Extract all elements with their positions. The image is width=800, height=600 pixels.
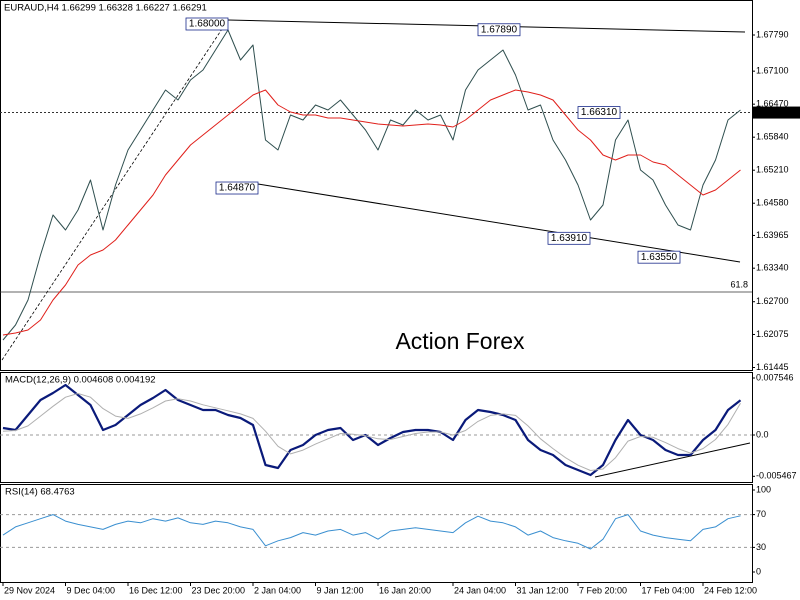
y-tick-label: 1.65210 bbox=[756, 165, 789, 175]
y-tick-label: 70 bbox=[756, 509, 766, 519]
x-tick-label: 2 Jan 04:00 bbox=[254, 585, 301, 595]
series-line bbox=[2, 29, 741, 341]
series-line bbox=[2, 89, 741, 336]
x-tick-label: 24 Feb 12:00 bbox=[704, 585, 757, 595]
series-line bbox=[2, 383, 742, 477]
panel-title: MACD(12,26,9) 0.004608 0.004192 bbox=[5, 375, 156, 386]
y-tick-label: 1.65840 bbox=[756, 132, 789, 142]
fib-label: 61.8 bbox=[730, 279, 748, 289]
y-tick-label: 1.67100 bbox=[756, 66, 789, 76]
annotation-box bbox=[185, 17, 229, 31]
panel-border bbox=[0, 484, 753, 583]
annotation-label: 1.67890 bbox=[481, 24, 518, 35]
y-tick-label: 100 bbox=[756, 484, 771, 494]
panel-title: EURAUD,H4 1.66299 1.66328 1.66227 1.6629… bbox=[4, 3, 207, 14]
y-tick-label: 0 bbox=[756, 566, 761, 576]
trendline bbox=[257, 183, 741, 263]
annotation-label: 1.63910 bbox=[551, 233, 588, 244]
y-tick-label: 1.61445 bbox=[756, 362, 789, 372]
panel-title: RSI(14) 68.4763 bbox=[5, 487, 75, 498]
y-tick-label: 1.62700 bbox=[756, 296, 789, 306]
y-tick-label: -0.005467 bbox=[756, 471, 797, 481]
y-tick-label: 1.62075 bbox=[756, 329, 789, 339]
trendline bbox=[594, 442, 751, 478]
y-tick-label: 1.63340 bbox=[756, 263, 789, 273]
annotation-label: 1.66310 bbox=[581, 107, 618, 118]
x-tick-label: 7 Feb 20:00 bbox=[579, 585, 627, 595]
annotation-box bbox=[577, 106, 621, 119]
y-tick-label: 30 bbox=[756, 542, 766, 552]
x-tick-label: 9 Dec 04:00 bbox=[67, 585, 116, 595]
annotation-box bbox=[215, 181, 259, 195]
current-price-box bbox=[753, 106, 800, 119]
annotation-label: 1.64870 bbox=[219, 183, 256, 194]
x-tick-label: 31 Jan 12:00 bbox=[517, 585, 569, 595]
annotation-label: 1.68000 bbox=[189, 19, 226, 30]
x-tick-label: 24 Jan 04:00 bbox=[454, 585, 506, 595]
y-tick-label: 0.007546 bbox=[756, 372, 794, 382]
watermark: Action Forex bbox=[395, 328, 525, 354]
current-price-label: 1.66310 bbox=[756, 107, 789, 117]
x-tick-label: 16 Jan 20:00 bbox=[379, 585, 431, 595]
y-tick-label: 1.63965 bbox=[756, 230, 789, 240]
x-tick-label: 17 Feb 04:00 bbox=[642, 585, 695, 595]
x-tick-label: 23 Dec 20:00 bbox=[192, 585, 246, 595]
y-tick-label: 0.0 bbox=[756, 429, 769, 439]
panel-border bbox=[0, 372, 753, 483]
trendline bbox=[1, 19, 229, 361]
annotation-box bbox=[547, 231, 591, 245]
series-line bbox=[2, 514, 741, 550]
y-tick-label: 1.64580 bbox=[756, 198, 789, 208]
x-tick-label: 29 Nov 2024 bbox=[4, 585, 55, 595]
y-tick-label: 1.67790 bbox=[756, 29, 789, 39]
panel-border bbox=[0, 0, 753, 371]
annotation-box bbox=[637, 250, 681, 264]
x-tick-label: 9 Jan 12:00 bbox=[317, 585, 364, 595]
y-tick-label: 1.66470 bbox=[756, 99, 789, 109]
series-line bbox=[2, 393, 741, 471]
annotation-box bbox=[477, 23, 521, 37]
annotation-label: 1.63550 bbox=[641, 252, 678, 263]
x-tick-label: 16 Dec 12:00 bbox=[129, 585, 183, 595]
